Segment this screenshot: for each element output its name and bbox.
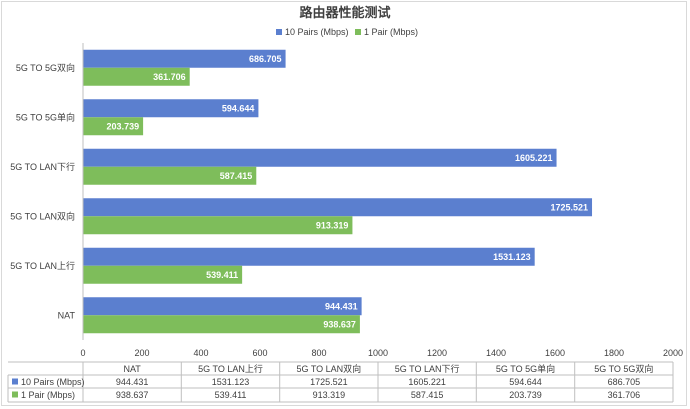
- table-cell: 944.431: [116, 377, 149, 387]
- table-header-cell: NAT: [123, 364, 141, 374]
- data-label: 1725.521: [550, 202, 588, 212]
- bar: [83, 67, 190, 86]
- bars: 686.705 361.706 594.644 203.739 1605.221 587.…: [83, 49, 593, 334]
- tick-label: 400: [193, 348, 208, 358]
- category-label: 5G TO 5G双向: [16, 62, 75, 73]
- tick-label: 2000: [663, 348, 683, 358]
- table-cell: 594.644: [509, 377, 542, 387]
- data-label: 361.706: [153, 72, 186, 82]
- tick-label: 200: [134, 348, 149, 358]
- legend: 10 Pairs (Mbps) 1 Pair (Mbps): [276, 27, 418, 37]
- bar: [83, 198, 593, 217]
- data-label: 587.415: [220, 171, 253, 181]
- bar: [83, 297, 362, 316]
- table-header-cell: 5G TO 5G双向: [594, 363, 653, 374]
- table-header-cell: 5G TO LAN上行: [198, 363, 263, 374]
- data-label: 938.637: [323, 319, 356, 329]
- table-cell: 361.706: [608, 390, 641, 400]
- table-legend-swatch: [12, 378, 18, 385]
- bar: [83, 166, 257, 185]
- table-cell: 1605.221: [408, 377, 446, 387]
- table-cell: 938.637: [116, 390, 149, 400]
- legend-swatch-0: [276, 29, 282, 35]
- legend-swatch-1: [355, 29, 361, 35]
- tick-label: 600: [252, 348, 267, 358]
- category-label: NAT: [58, 310, 76, 320]
- category-label: 5G TO LAN双向: [10, 210, 75, 221]
- table-header-cell: 5G TO LAN下行: [395, 363, 460, 374]
- bar: [83, 216, 353, 235]
- tick-label: 800: [311, 348, 326, 358]
- bar: [83, 315, 360, 334]
- bar: [83, 265, 243, 284]
- category-label: 5G TO 5G单向: [16, 111, 75, 122]
- table-cell: 686.705: [608, 377, 641, 387]
- table-cell: 1531.123: [212, 377, 250, 387]
- data-label: 539.411: [206, 270, 238, 280]
- tick-label: 1400: [486, 348, 506, 358]
- table-header-cell: 5G TO LAN双向: [296, 363, 361, 374]
- data-label: 203.739: [107, 121, 140, 131]
- value-axis: 0 200 400 600 800 1000 1200 1400 1600 1800 2000: [80, 43, 683, 358]
- bar: [83, 117, 144, 136]
- legend-label-0: 10 Pairs (Mbps): [285, 27, 349, 37]
- category-label: 5G TO LAN下行: [10, 161, 75, 172]
- data-label: 686.705: [249, 54, 282, 64]
- tick-label: 1200: [427, 348, 447, 358]
- tick-label: 1600: [545, 348, 565, 358]
- tick-label: 0: [80, 348, 85, 358]
- table-cell: 587.415: [411, 390, 444, 400]
- table-cell: 913.319: [313, 390, 346, 400]
- bar: [83, 148, 557, 167]
- legend-label-1: 1 Pair (Mbps): [364, 27, 418, 37]
- tick-label: 1000: [368, 348, 388, 358]
- category-label: 5G TO LAN上行: [10, 260, 75, 271]
- table-cell: 1725.521: [310, 377, 348, 387]
- bar: [83, 247, 535, 266]
- data-label: 913.319: [316, 220, 349, 230]
- category-labels: 5G TO 5G双向 5G TO 5G单向 5G TO LAN下行 5G TO LAN…: [10, 62, 75, 321]
- data-table: NAT 5G TO LAN上行 5G TO LAN双向 5G TO LAN下行 5G T…: [7, 361, 674, 403]
- table-legend-swatch: [12, 391, 18, 398]
- table-header-cell: 5G TO 5G单向: [496, 363, 555, 374]
- tick-label: 1800: [604, 348, 624, 358]
- table-cell: 539.411: [215, 390, 247, 400]
- chart-title: 路由器性能测试: [299, 5, 390, 20]
- data-label: 944.431: [325, 301, 358, 311]
- bar: [83, 99, 259, 118]
- table-row-label: 1 Pair (Mbps): [21, 390, 75, 400]
- table-cell: 203.739: [509, 390, 542, 400]
- table-row-label: 10 Pairs (Mbps): [21, 377, 85, 387]
- data-label: 1531.123: [493, 252, 531, 262]
- bar: [83, 49, 286, 68]
- data-label: 594.644: [222, 103, 255, 113]
- data-label: 1605.221: [515, 153, 553, 163]
